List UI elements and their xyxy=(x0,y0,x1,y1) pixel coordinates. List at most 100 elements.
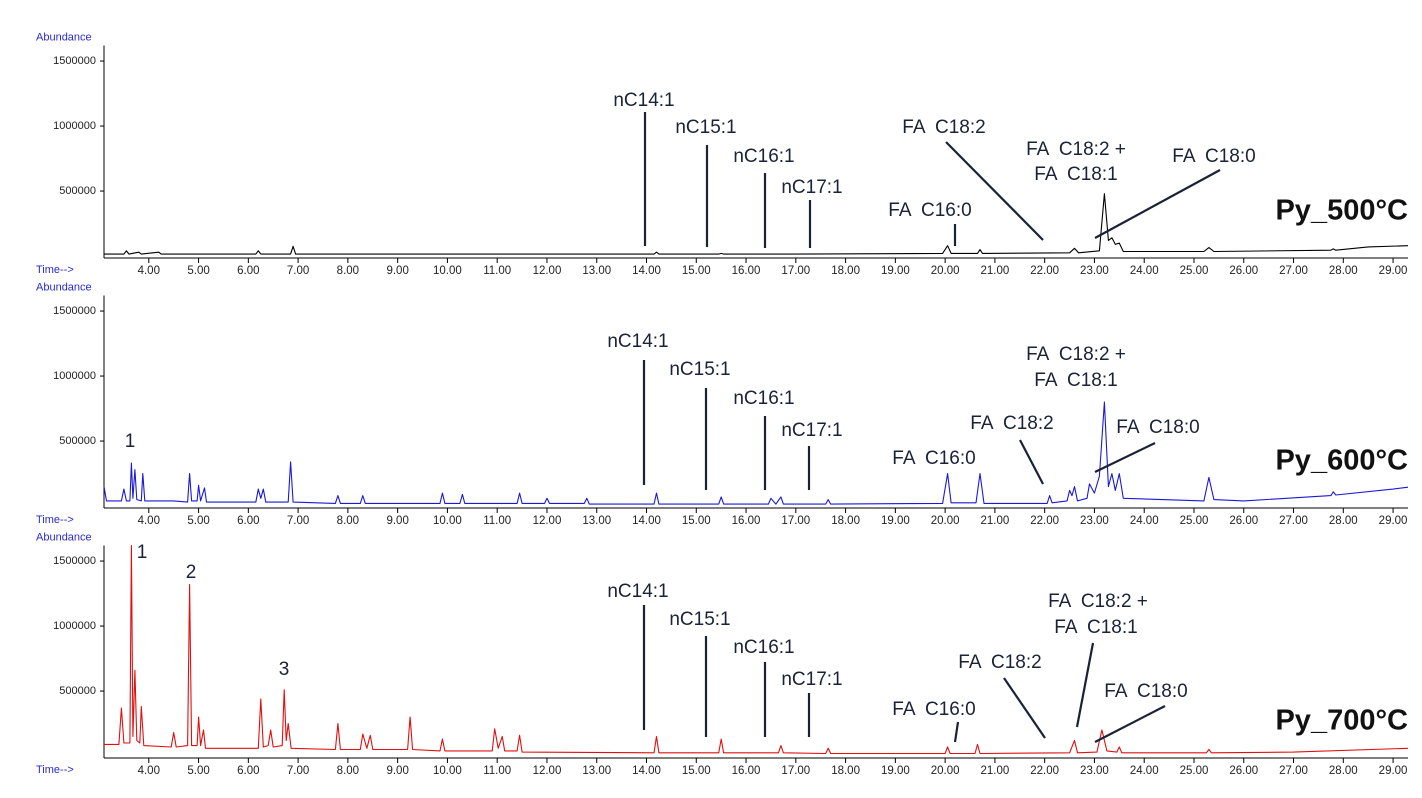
x-tick-label: 20.00 xyxy=(931,265,960,277)
annotation: FA C18:2 xyxy=(970,413,1053,434)
x-tick-label: 8.00 xyxy=(337,265,359,277)
annotation: FA C18:2 xyxy=(958,652,1041,673)
x-tick-label: 22.00 xyxy=(1030,265,1059,277)
x-tick-label: 19.00 xyxy=(881,515,910,527)
x-tick-label: 28.00 xyxy=(1329,515,1358,527)
x-tick-label: 23.00 xyxy=(1080,515,1109,527)
x-tick-label: 17.00 xyxy=(781,515,810,527)
x-tick-label: 22.00 xyxy=(1030,765,1059,777)
annotation: FA C18:2 + xyxy=(1026,139,1126,160)
x-tick-label: 24.00 xyxy=(1130,515,1159,527)
x-tick-label: 18.00 xyxy=(831,265,860,277)
y-tick-label: 1000000 xyxy=(53,370,96,382)
x-tick-label: 9.00 xyxy=(386,265,408,277)
x-tick-label: 4.00 xyxy=(138,765,160,777)
x-tick-label: 24.00 xyxy=(1130,765,1159,777)
x-tick-label: 16.00 xyxy=(732,765,761,777)
x-tick-label: 5.00 xyxy=(187,765,209,777)
annotation: FA C18:1 xyxy=(1054,617,1137,638)
annotation: nC17:1 xyxy=(781,669,842,690)
annotation: FA C18:2 + xyxy=(1026,344,1126,365)
x-tick-label: 18.00 xyxy=(831,765,860,777)
x-tick-label: 6.00 xyxy=(237,515,259,527)
x-tick-label: 15.00 xyxy=(682,265,711,277)
x-tick-label: 14.00 xyxy=(632,765,661,777)
x-tick-label: 4.00 xyxy=(138,515,160,527)
x-tick-label: 19.00 xyxy=(881,765,910,777)
annotation: nC16:1 xyxy=(733,637,794,658)
panel-label: Py_500°C xyxy=(1275,195,1408,227)
y-tick-label: 1500000 xyxy=(53,555,96,567)
x-tick-label: 10.00 xyxy=(433,765,462,777)
x-tick-label: 11.00 xyxy=(483,265,511,277)
x-tick-label: 24.00 xyxy=(1130,265,1159,277)
x-axis-title: Time--> xyxy=(36,514,74,526)
x-tick-label: 13.00 xyxy=(582,265,611,277)
x-tick-label: 9.00 xyxy=(386,765,408,777)
annotation: FA C18:0 xyxy=(1172,146,1255,167)
x-axis-title: Time--> xyxy=(36,764,74,776)
x-tick-label: 25.00 xyxy=(1180,765,1209,777)
annotation: nC16:1 xyxy=(733,146,794,167)
x-tick-label: 12.00 xyxy=(533,765,562,777)
annotation-leader xyxy=(1094,169,1221,239)
x-tick-label: 6.00 xyxy=(237,765,259,777)
annotation: FA C16:0 xyxy=(892,699,975,720)
annotation: FA C18:2 xyxy=(902,117,985,138)
x-tick-label: 25.00 xyxy=(1180,515,1209,527)
x-tick-label: 7.00 xyxy=(287,265,309,277)
x-tick-label: 16.00 xyxy=(732,515,761,527)
y-tick-label: 500000 xyxy=(59,185,96,197)
x-tick-label: 6.00 xyxy=(237,265,259,277)
y-axis-title: Abundance xyxy=(36,31,92,43)
annotation: nC15:1 xyxy=(675,117,736,138)
x-tick-label: 13.00 xyxy=(582,765,611,777)
annotation: nC14:1 xyxy=(607,581,668,602)
x-tick-label: 8.00 xyxy=(337,515,359,527)
annotation: FA C18:2 + xyxy=(1048,591,1148,612)
x-tick-label: 5.00 xyxy=(187,515,209,527)
x-tick-label: 27.00 xyxy=(1279,265,1308,277)
x-tick-label: 21.00 xyxy=(981,765,1010,777)
x-tick-label: 12.00 xyxy=(533,265,562,277)
annotation: FA C18:1 xyxy=(1034,164,1117,185)
annotation-leader xyxy=(953,721,960,743)
y-tick-label: 500000 xyxy=(59,435,96,447)
x-tick-label: 8.00 xyxy=(337,765,359,777)
annotation-leader xyxy=(1094,705,1166,743)
annotation: nC17:1 xyxy=(781,420,842,441)
x-tick-label: 29.00 xyxy=(1379,265,1408,277)
x-tick-label: 12.00 xyxy=(533,515,562,527)
annotation-leader xyxy=(945,141,1044,241)
annotation: nC15:1 xyxy=(669,359,730,380)
x-tick-label: 14.00 xyxy=(632,515,661,527)
annotation: FA C18:0 xyxy=(1104,681,1187,702)
x-tick-label: 27.00 xyxy=(1279,765,1308,777)
x-tick-label: 7.00 xyxy=(287,765,309,777)
x-tick-label: 23.00 xyxy=(1080,765,1109,777)
x-tick-label: 13.00 xyxy=(582,515,611,527)
annotation-leader xyxy=(1003,677,1046,739)
x-tick-label: 21.00 xyxy=(981,265,1010,277)
y-tick-label: 1500000 xyxy=(53,55,96,67)
annotation: nC15:1 xyxy=(669,609,730,630)
y-tick-label: 500000 xyxy=(59,685,96,697)
x-tick-label: 28.00 xyxy=(1329,765,1358,777)
y-axis-title: Abundance xyxy=(36,281,92,293)
trace-line xyxy=(103,401,1409,505)
y-tick-label: 1000000 xyxy=(53,120,96,132)
y-tick-label: 1500000 xyxy=(53,305,96,317)
y-tick-label: 1000000 xyxy=(53,620,96,632)
x-tick-label: 29.00 xyxy=(1379,765,1408,777)
annotation: FA C16:0 xyxy=(892,448,975,469)
x-tick-label: 10.00 xyxy=(433,265,462,277)
annotation: nC17:1 xyxy=(781,177,842,198)
x-tick-label: 27.00 xyxy=(1279,515,1308,527)
x-tick-label: 15.00 xyxy=(682,765,711,777)
x-tick-label: 4.00 xyxy=(138,265,160,277)
trace-line xyxy=(104,193,1409,255)
x-tick-label: 20.00 xyxy=(931,765,960,777)
x-tick-label: 26.00 xyxy=(1229,765,1258,777)
panel-label: Py_600°C xyxy=(1275,445,1408,477)
